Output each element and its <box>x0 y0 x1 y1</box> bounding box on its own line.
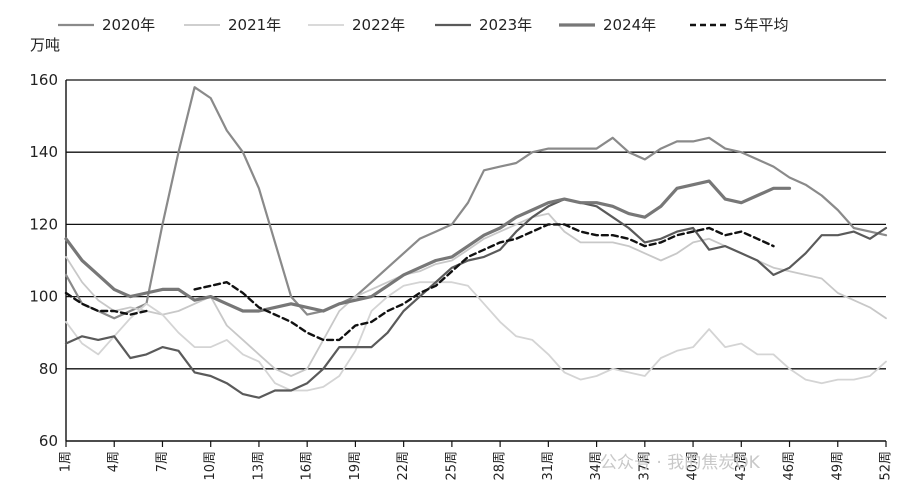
x-tick-label-43: 43周 <box>734 451 749 481</box>
series-line-0 <box>64 86 888 320</box>
y-axis-ticks: 60 80 100 120 140 160 <box>29 71 58 450</box>
y-tick-label-120: 120 <box>29 215 58 233</box>
legend-label-4: 2024年 <box>603 16 656 34</box>
y-tick-label-160: 160 <box>29 71 58 89</box>
y-tick-label-60: 60 <box>39 432 58 450</box>
x-tick-label-40: 40周 <box>686 451 701 481</box>
x-tick-label-22: 22周 <box>396 451 411 481</box>
x-axis: 1周 4周 7周 10周 13周 16周 19周 22周 25周 28周 31周 34周 37周 40周 4… <box>59 441 894 481</box>
watermark-text: 公众号 · 我的焦炭OK <box>600 453 761 473</box>
legend-label-5: 5年平均 <box>734 16 789 34</box>
x-tick-label-52: 52周 <box>879 451 894 481</box>
y-tick-label-140: 140 <box>29 143 58 161</box>
series-lines <box>64 86 888 399</box>
x-tick-label-31: 31周 <box>541 451 556 481</box>
x-tick-label-1: 1周 <box>59 451 74 472</box>
legend-label-1: 2021年 <box>228 16 281 34</box>
legend: 2020年 2021年 2022年 2023年 2024年 5年平均 <box>58 16 789 34</box>
series-line-5 <box>64 223 775 342</box>
y-tick-label-80: 80 <box>39 360 58 378</box>
series-line-3 <box>64 198 888 399</box>
x-tick-label-4: 4周 <box>107 451 122 472</box>
legend-label-2: 2022年 <box>352 16 405 34</box>
x-tick-label-46: 46周 <box>782 451 797 481</box>
y-tick-label-100: 100 <box>29 288 58 306</box>
x-tick-label-7: 7周 <box>155 451 170 472</box>
y-unit-label: 万吨 <box>30 36 60 54</box>
legend-label-3: 2023年 <box>479 16 532 34</box>
x-tick-label-16: 16周 <box>300 451 315 481</box>
series-line-2 <box>65 281 887 392</box>
grid-lines <box>65 79 886 442</box>
x-tick-label-25: 25周 <box>444 451 459 481</box>
legend-label-0: 2020年 <box>102 16 155 34</box>
x-tick-label-34: 34周 <box>589 451 604 481</box>
x-tick-label-28: 28周 <box>493 451 508 481</box>
x-tick-label-49: 49周 <box>830 451 845 481</box>
x-tick-label-37: 37周 <box>637 451 652 481</box>
x-tick-label-13: 13周 <box>251 451 266 481</box>
series-line-4 <box>64 179 792 313</box>
x-tick-label-10: 10周 <box>203 451 218 481</box>
x-tick-label-19: 19周 <box>348 451 363 481</box>
